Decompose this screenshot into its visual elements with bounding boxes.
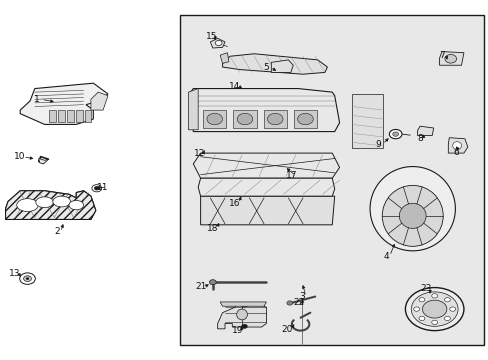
Polygon shape [20, 83, 108, 125]
Polygon shape [263, 110, 286, 128]
Polygon shape [39, 158, 48, 164]
Polygon shape [271, 60, 293, 72]
Polygon shape [76, 110, 82, 122]
Ellipse shape [236, 309, 247, 320]
Text: 20: 20 [281, 325, 292, 334]
Polygon shape [67, 110, 74, 122]
Polygon shape [91, 92, 108, 110]
Text: 23: 23 [420, 284, 431, 293]
Text: 22: 22 [293, 298, 304, 307]
Text: 19: 19 [232, 326, 244, 335]
Text: 21: 21 [195, 282, 206, 291]
Text: 10: 10 [14, 152, 25, 161]
Polygon shape [188, 89, 198, 130]
Text: 18: 18 [206, 224, 218, 233]
Circle shape [422, 300, 446, 318]
Text: 8: 8 [416, 134, 422, 143]
Polygon shape [217, 304, 266, 329]
Text: 4: 4 [382, 252, 388, 261]
Polygon shape [203, 110, 226, 128]
Ellipse shape [452, 141, 461, 149]
Polygon shape [198, 178, 334, 196]
Circle shape [297, 113, 313, 125]
Polygon shape [351, 94, 383, 148]
Polygon shape [210, 39, 224, 48]
Circle shape [23, 276, 31, 282]
Text: 2: 2 [54, 228, 60, 237]
Ellipse shape [399, 203, 425, 228]
Polygon shape [84, 110, 91, 122]
Polygon shape [190, 89, 339, 132]
Ellipse shape [382, 185, 442, 246]
Text: 15: 15 [205, 32, 217, 41]
Circle shape [215, 41, 222, 45]
Polygon shape [447, 138, 467, 153]
Circle shape [92, 185, 102, 192]
Circle shape [26, 278, 29, 280]
Text: 14: 14 [228, 82, 240, 91]
Circle shape [444, 298, 449, 302]
Polygon shape [233, 110, 256, 128]
Circle shape [410, 292, 457, 326]
Polygon shape [5, 191, 96, 220]
Text: 1: 1 [34, 95, 40, 104]
Circle shape [449, 307, 455, 311]
Circle shape [241, 324, 247, 328]
Text: 3: 3 [299, 292, 305, 301]
Circle shape [418, 298, 424, 302]
Polygon shape [293, 110, 317, 128]
Ellipse shape [69, 201, 83, 210]
Circle shape [388, 130, 401, 139]
Circle shape [431, 294, 437, 298]
Polygon shape [49, 110, 56, 122]
Circle shape [237, 113, 252, 125]
Text: 17: 17 [285, 171, 297, 180]
Text: 11: 11 [97, 183, 109, 192]
Circle shape [413, 307, 419, 311]
Circle shape [418, 316, 424, 321]
Circle shape [405, 288, 463, 330]
Text: 16: 16 [228, 199, 240, 208]
Text: 7: 7 [438, 51, 444, 60]
Text: 6: 6 [453, 148, 459, 157]
Circle shape [444, 316, 449, 321]
FancyBboxPatch shape [180, 15, 484, 345]
Ellipse shape [53, 196, 70, 207]
Polygon shape [58, 110, 65, 122]
Circle shape [94, 186, 99, 190]
Polygon shape [5, 191, 96, 220]
Circle shape [392, 132, 398, 136]
Circle shape [267, 113, 283, 125]
Text: 9: 9 [375, 140, 381, 149]
Polygon shape [220, 53, 228, 63]
Text: 13: 13 [9, 269, 20, 278]
Polygon shape [417, 126, 433, 135]
Circle shape [20, 273, 35, 284]
Circle shape [431, 320, 437, 324]
Polygon shape [193, 153, 339, 178]
Polygon shape [220, 302, 266, 306]
Circle shape [444, 54, 456, 63]
Circle shape [206, 113, 222, 125]
Polygon shape [222, 54, 327, 74]
Ellipse shape [369, 167, 454, 251]
Ellipse shape [36, 197, 53, 208]
Text: 5: 5 [263, 63, 269, 72]
Polygon shape [200, 196, 334, 225]
Ellipse shape [17, 199, 38, 212]
Circle shape [286, 301, 292, 305]
Circle shape [209, 280, 216, 285]
Text: 12: 12 [194, 149, 205, 158]
Polygon shape [439, 51, 463, 65]
